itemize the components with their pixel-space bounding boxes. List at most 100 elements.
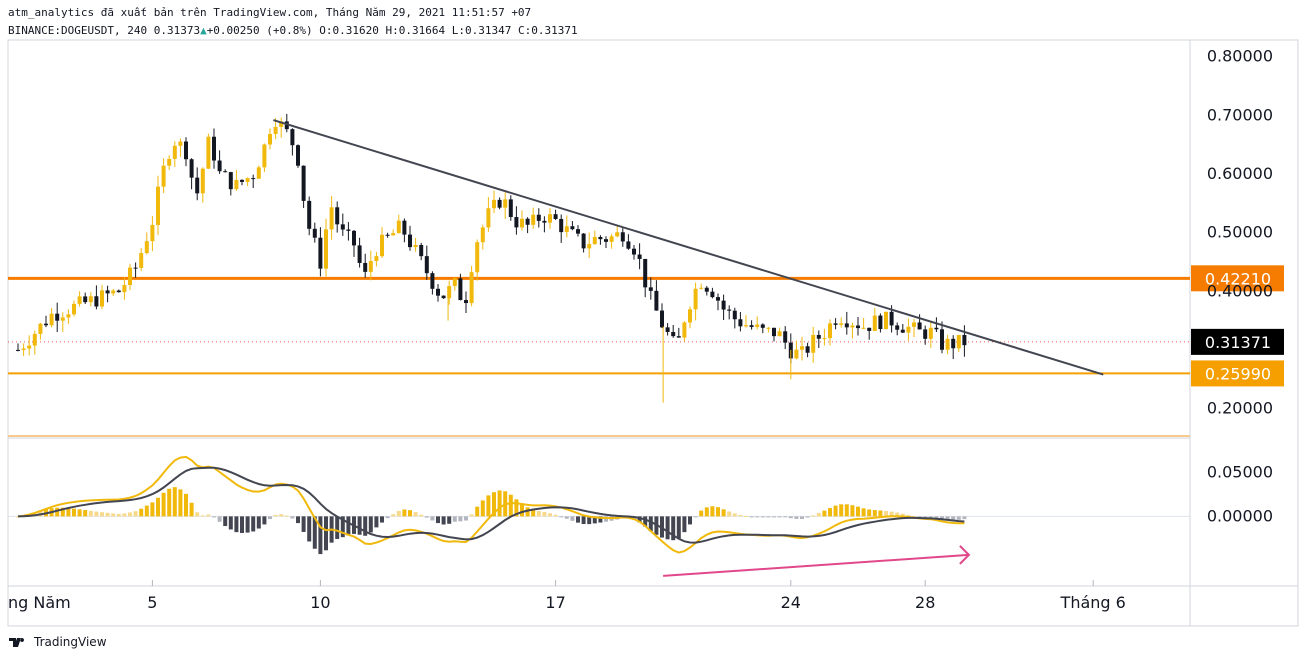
histogram-bar — [385, 516, 390, 519]
histogram-bar — [755, 516, 760, 518]
candle-body — [447, 286, 452, 299]
histogram-bar — [811, 515, 816, 517]
histogram-bar — [951, 516, 956, 521]
histogram-bar — [710, 506, 715, 517]
histogram-bar — [184, 493, 188, 517]
histogram-bar — [273, 514, 278, 517]
candle-body — [738, 319, 743, 327]
candle-body — [816, 334, 821, 339]
candle-body — [228, 172, 233, 190]
histogram-bar — [727, 511, 732, 517]
footer-brand: TradingView — [34, 635, 107, 649]
candle-body — [604, 239, 608, 242]
candle-body — [486, 208, 491, 228]
histogram-bar — [900, 513, 905, 517]
histogram-bar — [497, 490, 502, 517]
histogram-bar — [172, 487, 177, 517]
histogram-bar — [783, 516, 788, 518]
candle-body — [727, 309, 732, 311]
candle-body — [951, 338, 956, 349]
histogram-bar — [430, 516, 435, 521]
candle-body — [116, 290, 121, 293]
time-tick-label: 28 — [915, 593, 935, 612]
candle-body — [962, 334, 967, 346]
candle-body — [772, 327, 776, 337]
candle-body — [72, 303, 76, 315]
candle-body — [906, 326, 911, 333]
level-label-box — [1191, 265, 1284, 292]
candle-body — [284, 121, 289, 130]
ohlc-label: O:0.31620 H:0.31664 L:0.31347 C:0.31371 — [319, 24, 578, 37]
histogram-bar — [55, 507, 60, 517]
candle-body — [144, 241, 149, 254]
histogram-bar — [867, 509, 872, 517]
histogram-bar — [419, 514, 424, 517]
candle-body — [615, 232, 620, 237]
time-tick-label: Tháng 6 — [1060, 593, 1126, 612]
histogram-bar — [643, 516, 648, 527]
last-price-header: 0.31373 — [153, 24, 201, 37]
histogram-bar — [223, 516, 228, 527]
histogram-bar — [895, 512, 900, 517]
histogram-bar — [923, 516, 928, 518]
time-tick-label: 5 — [147, 593, 157, 612]
candle-body — [912, 322, 916, 327]
candle-body — [195, 177, 200, 194]
candlesticks — [16, 113, 967, 403]
candle-body — [654, 290, 659, 311]
histogram-bar — [833, 505, 838, 517]
horizontal-levels: 0.42210 0.25990 0.31371 — [8, 265, 1284, 387]
candle-body — [889, 311, 894, 326]
candle-body — [111, 290, 116, 294]
candle-body — [279, 121, 284, 127]
candle-body — [430, 273, 435, 289]
histogram-bar — [436, 516, 440, 524]
histogram-bar — [452, 516, 457, 522]
histogram-bar — [396, 510, 401, 517]
histogram-bar — [934, 516, 939, 519]
histogram-bar — [592, 516, 597, 524]
candle-body — [503, 199, 508, 208]
histogram-bar — [716, 507, 720, 517]
histogram-bar — [732, 513, 737, 517]
candle-body — [340, 224, 345, 230]
histogram-bar — [794, 516, 799, 519]
histogram-bar — [16, 516, 20, 518]
candle-body — [402, 220, 407, 235]
histogram-bar — [564, 516, 569, 519]
trendline — [273, 119, 1104, 376]
histogram-bar — [167, 488, 172, 517]
candle-body — [895, 325, 900, 330]
candle-body — [671, 331, 676, 337]
histogram-bar — [60, 507, 65, 517]
histogram-bar — [486, 495, 491, 517]
histogram-bar — [357, 516, 362, 535]
histogram-bar — [340, 516, 345, 538]
last-price-box — [1191, 328, 1284, 355]
candle-body — [374, 256, 379, 261]
histogram-bar — [447, 516, 452, 524]
candle-body — [480, 227, 485, 243]
histogram-bar — [475, 506, 480, 517]
histogram-bar — [884, 511, 888, 517]
candle-body — [296, 145, 300, 166]
price-tick-label: 0.40000 — [1207, 281, 1273, 300]
candle-body — [811, 334, 816, 353]
candle-body — [564, 226, 569, 233]
histogram-bar — [228, 516, 233, 530]
candle-body — [956, 334, 961, 349]
candle-body — [587, 244, 592, 249]
candle-body — [184, 141, 188, 160]
histogram-bar — [268, 516, 272, 520]
candle-body — [525, 218, 530, 225]
histogram-bar — [777, 516, 782, 518]
histogram-bar — [648, 516, 653, 532]
time-tick-label: 24 — [781, 593, 801, 612]
candle-body — [699, 287, 704, 289]
candle-body — [368, 260, 373, 272]
candle-body — [732, 310, 737, 320]
histogram-bar — [721, 509, 726, 517]
candle-body — [458, 278, 463, 301]
level-label: 0.42210 — [1205, 269, 1271, 288]
